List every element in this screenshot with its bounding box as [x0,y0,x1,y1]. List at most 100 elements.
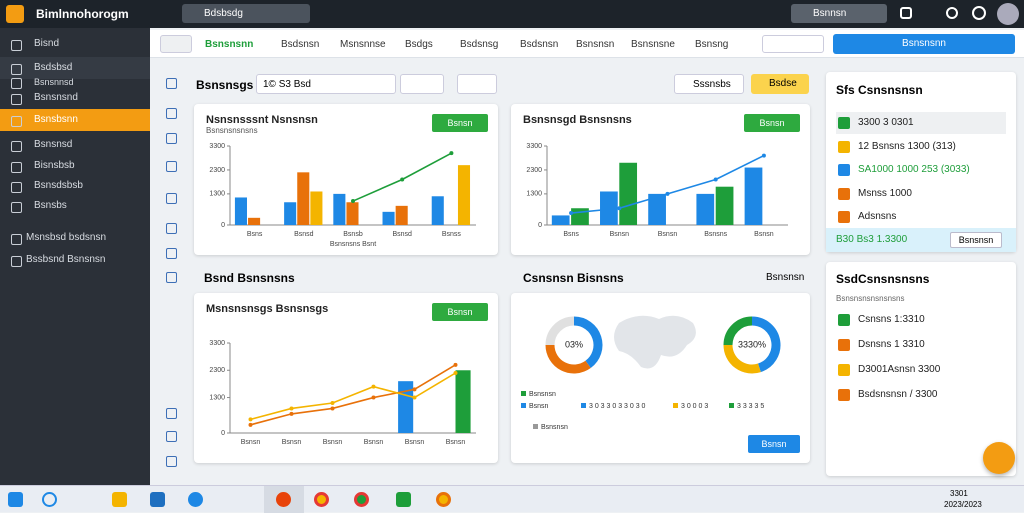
nav-item[interactable]: Bsnsnnsd [0,71,150,93]
fab-button[interactable] [983,442,1015,474]
side-icon[interactable] [166,161,177,172]
primary-button[interactable]: Bsnsnsnn [833,34,1015,54]
side-panel: SsdCsnsnsnsns Bsnsnsnsnsnsnsns Csnsns 1:… [826,262,1016,476]
bar [457,165,471,225]
card-button[interactable]: Bsnsn [432,114,488,132]
chart-title: Msnsnsnsgs Bsnsnsgs [206,303,328,315]
taskbar-icon[interactable] [396,492,411,507]
crumb[interactable]: Bsdgs [405,39,433,50]
legend-swatch [533,424,538,429]
card-button[interactable]: Bsnsn [432,303,488,321]
side-icon[interactable] [166,78,177,89]
list-item[interactable]: 12 Bsnsns 1300 (313) [836,136,1006,158]
card-button[interactable]: Bsnsn [748,435,800,453]
nav-item[interactable]: Bsnsbs [0,195,150,217]
crumb[interactable]: Msnsnnse [340,39,386,50]
side-icon[interactable] [166,223,177,234]
taskbar-icon[interactable] [42,492,57,507]
nav-item[interactable]: Bsnsnsnd [0,87,150,109]
nav-item[interactable]: Bsnsbsnn [0,109,150,131]
side-icon[interactable] [166,431,177,442]
taskbar-icon[interactable] [276,492,291,507]
x-tick-label: Bsnsn [323,439,343,446]
search-right[interactable]: Bsnnsn [791,4,887,23]
bar [395,205,408,225]
side-icon[interactable] [166,108,177,119]
taskbar-icon[interactable] [436,492,451,507]
list-item[interactable]: Msnss 1000 [836,183,1006,205]
list-item[interactable]: Bsdsnsnsn / 3300 [836,384,1006,406]
list-item[interactable]: Adsnsns [836,206,1006,228]
search-box[interactable]: Bdsbsdg [182,4,310,23]
side-icon[interactable] [166,133,177,144]
chart-card: Nsnsnsssnt Nsnsnsn Bsnsnsnsnsns 0 1300 2300 3… [194,104,498,255]
side-icon[interactable] [166,248,177,259]
icon[interactable] [900,7,912,19]
taskbar-icon[interactable] [314,492,329,507]
taskbar-icon[interactable] [354,492,369,507]
nav-item[interactable]: Bsdsbsd [0,57,150,79]
list-item[interactable]: Csnsns 1:3310 [836,309,1006,331]
item-label: Adsnsns [858,211,897,222]
list-item[interactable]: 3300 3 0301 [836,112,1006,134]
crumb[interactable]: Bsnsnsnn [205,39,254,50]
icon[interactable] [972,6,986,20]
app-logo[interactable] [6,5,24,23]
x-tick-label: Bsnsn [446,439,466,446]
chart-subtitle: Bsnsnsnsnsns [206,126,258,135]
y-tick-label: 2300 [209,167,225,174]
clock-date: 2023/2023 [944,500,982,509]
nav-item[interactable]: Bsnsnsd [0,134,150,156]
chart-card: 03% 3330% Bsnsnsn Bsnsn 3 0 3 3 0 3 3 0 3 0 3… [511,293,810,463]
x-tick-label: Bsnsn [610,231,630,238]
icon-button[interactable] [457,74,497,94]
taskbar-icon[interactable] [112,492,127,507]
icon-button[interactable] [400,74,444,94]
legend-label: Bsnsnsn [541,424,568,431]
crumb[interactable]: Bsdsnsg [460,39,499,50]
section-title: Bsnd Bsnsnsns [204,271,295,285]
side-icon[interactable] [166,456,177,467]
crumb[interactable]: Bsdsnsn [520,39,559,50]
taskbar-icon[interactable] [150,492,165,507]
filter-button[interactable]: Bsdse [751,74,809,94]
taskbar-icon[interactable] [188,492,203,507]
x-tick-label: Bsnss [442,231,462,238]
bar [234,197,247,225]
nav-item[interactable]: Bsnsdsbsb [0,175,150,197]
list-item[interactable]: Dsnsns 1 3310 [836,334,1006,356]
bar [297,172,310,225]
crumb[interactable]: Bsdsnsn [281,39,320,50]
legend-swatch [521,391,526,396]
list-item[interactable]: D3001Asnsn 3300 [836,359,1006,381]
start-button[interactable] [8,492,23,507]
item-label: Csnsns 1:3310 [858,314,925,325]
x-tick-label: Bsnsns [704,231,727,238]
toolbar-button[interactable] [160,35,192,53]
x-tick-label: Bsnsn [405,439,425,446]
avatar[interactable] [997,3,1019,25]
nav-item[interactable]: Bssbsnd Bsnsnsn [0,249,150,271]
nav-item[interactable]: Bisnd [0,33,150,55]
nav-item[interactable]: Msnsbsd bsdsnsn [0,227,150,249]
crumb[interactable]: Bsnsng [695,39,729,50]
toolbar-group[interactable] [762,35,824,53]
donut-segment [723,316,753,346]
section-search[interactable]: Bsnsnsn [766,272,805,283]
page-title: Bsnsnsgs [196,78,254,92]
icon[interactable] [946,7,958,19]
card-button[interactable]: Bsnsn [744,114,800,132]
crumb[interactable]: Bsnsnsn [576,39,615,50]
crumb[interactable]: Bsnsnsne [631,39,675,50]
chart: Msnsnsnsgs Bsnsnsgs 0 1300 2300 3300 Bsnsn Bsn… [206,303,476,446]
nav-item[interactable]: Bisnsbsb [0,155,150,177]
dropdown[interactable]: Sssnsbs [674,74,744,94]
side-icon[interactable] [166,272,177,283]
bar [248,217,261,225]
panel-button[interactable]: Bsnsnsn [950,232,1002,248]
side-icon[interactable] [166,193,177,204]
side-icon[interactable] [166,408,177,419]
text-input[interactable]: 1© S3 Bsd [256,74,396,94]
list-item[interactable]: SA1000 1000 253 (3033) [836,159,1006,181]
